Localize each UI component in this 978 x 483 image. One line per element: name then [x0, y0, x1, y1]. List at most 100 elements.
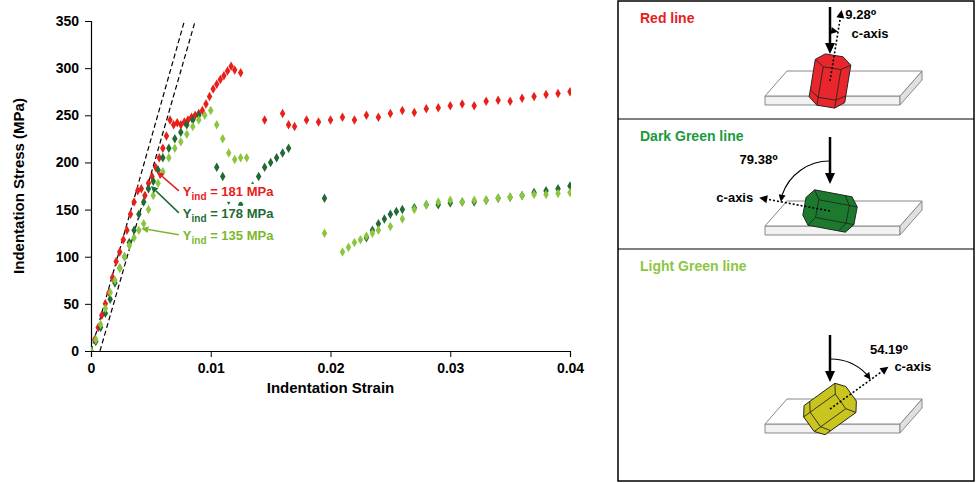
y-tick-label: 300	[56, 60, 80, 76]
data-point	[164, 131, 169, 140]
x-axis-title: Indentation Strain	[267, 379, 395, 396]
c-axis-arrowhead	[880, 367, 889, 375]
y-tick: 0	[71, 343, 91, 359]
annotation-text: Yind = 135 MPa	[183, 228, 274, 246]
data-point	[340, 247, 345, 256]
data-point	[244, 153, 249, 162]
data-point	[531, 190, 536, 199]
load-arrow	[829, 137, 832, 175]
annotation-arrow	[162, 176, 179, 190]
data-point	[184, 129, 189, 138]
data-point	[388, 109, 393, 118]
data-point	[400, 106, 405, 115]
data-point	[214, 120, 219, 129]
data-point	[256, 172, 261, 181]
data-point	[459, 197, 464, 206]
data-point	[555, 89, 560, 98]
annotation-subscript: ind	[192, 191, 207, 202]
annotation-arrowhead	[157, 172, 165, 179]
data-point	[136, 226, 141, 235]
load-arrow	[829, 7, 832, 45]
data-point	[507, 193, 512, 202]
y-tick-mark	[85, 115, 91, 116]
data-point	[507, 96, 512, 105]
angle-label: 54.19⁰	[870, 342, 909, 357]
data-point	[436, 197, 441, 206]
data-point	[262, 162, 267, 171]
data-point	[98, 320, 103, 329]
annotation: Yind = 181 MPa	[157, 172, 276, 202]
data-point	[117, 263, 122, 272]
data-point	[364, 231, 369, 240]
c-axis-arrowhead	[836, 10, 844, 19]
data-point	[448, 195, 453, 204]
data-point	[112, 276, 117, 285]
y-tick: 100	[56, 249, 91, 265]
c-axis-label: c-axis	[852, 26, 889, 41]
data-point	[220, 134, 225, 143]
load-arrow	[829, 335, 832, 373]
angle-label: 9.28⁰	[845, 7, 876, 22]
annotation-suffix: = 178 MPa	[207, 206, 275, 221]
data-point	[388, 210, 393, 219]
data-point	[448, 101, 453, 110]
panel-title: Red line	[640, 10, 695, 26]
angle-arrowhead	[831, 27, 838, 34]
annotation-arrow	[148, 230, 179, 235]
data-point	[214, 162, 219, 171]
data-point	[376, 112, 381, 121]
y-tick: 350	[56, 13, 91, 29]
data-point	[166, 144, 171, 153]
y-tick-mark	[85, 304, 91, 305]
data-point	[226, 148, 231, 157]
annotation-symbol: Y	[183, 228, 192, 243]
data-point	[304, 115, 309, 124]
crystal-edges	[798, 383, 856, 439]
data-point	[471, 101, 476, 110]
data-point	[370, 228, 375, 237]
x-tick-label: 0.03	[437, 360, 464, 376]
y-tick: 300	[56, 60, 91, 76]
c-axis-arrowhead	[759, 195, 768, 203]
x-tick-mark	[211, 351, 212, 357]
angle-arrowhead	[864, 372, 871, 380]
data-point	[519, 94, 524, 103]
x-tick: 0.01	[198, 351, 225, 376]
panel-section: Dark Green linec-axis79.38⁰	[618, 119, 974, 235]
data-point	[507, 193, 512, 202]
data-point	[202, 111, 207, 120]
y-tick-label: 100	[56, 249, 80, 265]
data-point	[91, 346, 94, 351]
annotation-suffix: = 135 MPa	[207, 228, 275, 243]
x-tick-label: 0.04	[557, 360, 584, 376]
data-point	[113, 257, 118, 266]
annotation-suffix: = 181 MPa	[207, 184, 275, 199]
data-point	[93, 335, 98, 344]
data-point	[131, 197, 136, 206]
data-point	[207, 92, 212, 101]
figure: 00.010.020.030.04050100150200250300350In…	[0, 0, 978, 483]
data-point	[117, 263, 122, 272]
y-tick-label: 0	[71, 343, 79, 359]
annotation-subscript: ind	[192, 213, 207, 224]
x-tick-label: 0	[88, 360, 96, 376]
annotation: Yind = 135 MPa	[141, 226, 276, 246]
data-point	[322, 228, 327, 237]
data-point	[388, 222, 393, 231]
data-point	[122, 252, 127, 261]
data-point	[178, 128, 183, 137]
data-point	[352, 115, 357, 124]
data-point	[141, 197, 146, 206]
data-point	[358, 235, 363, 244]
data-point	[172, 144, 177, 153]
y-tick-label: 150	[56, 202, 80, 218]
angle-arrowhead	[779, 194, 786, 202]
annotation-subscript: ind	[192, 235, 207, 246]
data-point	[483, 96, 488, 105]
data-point	[340, 112, 345, 121]
annotation-symbol: Y	[183, 206, 192, 221]
angle-arc	[830, 359, 866, 374]
y-tick-label: 350	[56, 13, 80, 29]
data-point	[555, 189, 560, 198]
data-point	[519, 191, 524, 200]
